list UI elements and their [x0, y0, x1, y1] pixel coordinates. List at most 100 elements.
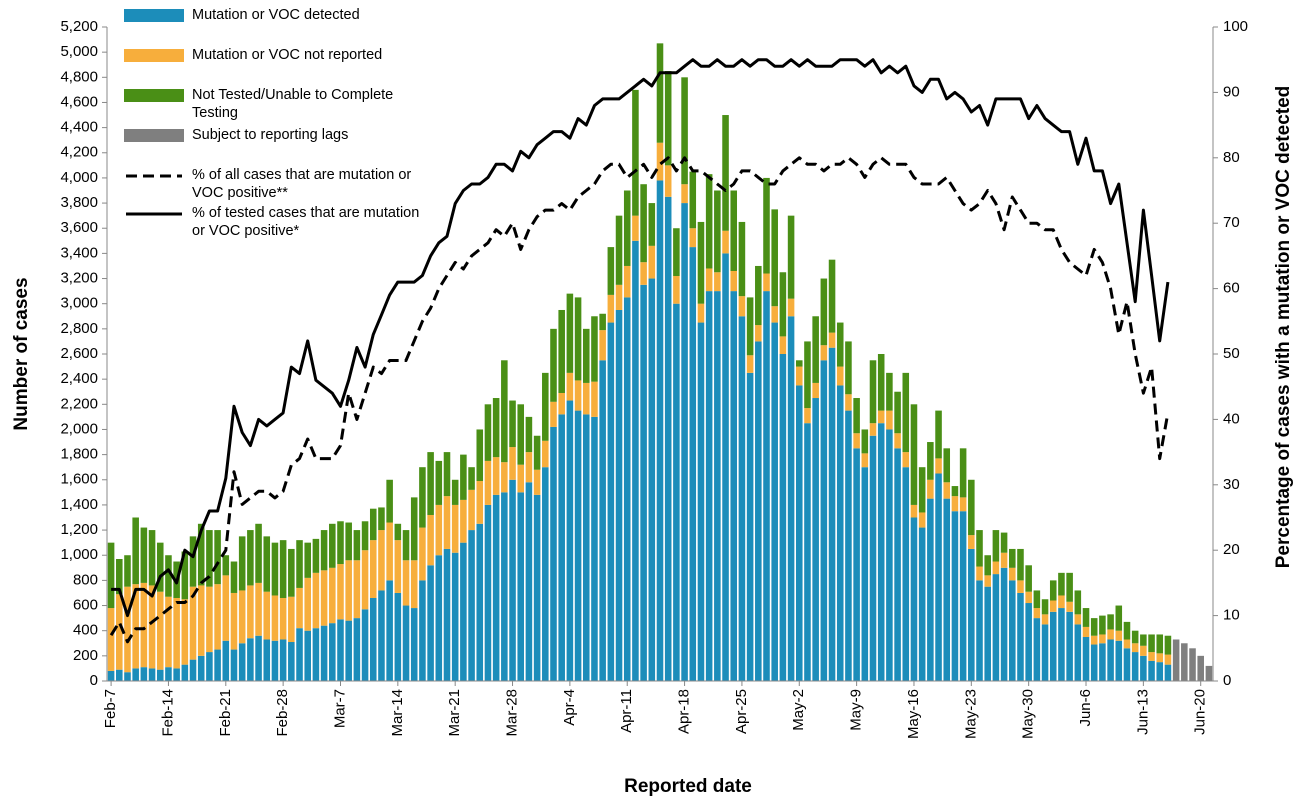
bar-segment: [181, 551, 189, 600]
bar-segment: [951, 511, 959, 681]
bar-segment: [550, 328, 557, 402]
bar-segment: [738, 221, 746, 297]
bar-segment: [968, 548, 975, 681]
bar-segment: [771, 209, 778, 307]
legend-label: % of tested cases that are mutation or V…: [192, 205, 420, 239]
bar-segment: [992, 530, 1000, 562]
bar-segment: [689, 171, 697, 229]
bar-segment: [550, 426, 557, 681]
legend-swatch: [124, 9, 184, 22]
legend-label: Mutation or VOC not reported: [192, 47, 383, 63]
bar-segment: [656, 43, 664, 143]
y-tick-label: 2,600: [60, 345, 98, 362]
bar-segment: [484, 504, 492, 681]
bar-segment: [1074, 624, 1082, 681]
bar-segment: [230, 561, 238, 593]
y2-tick-label: 10: [1223, 607, 1240, 624]
bar-segment: [1099, 634, 1106, 644]
bar-segment: [394, 540, 402, 593]
bar-segment: [877, 410, 885, 424]
bar-segment: [484, 404, 492, 461]
bar-segment: [206, 530, 213, 587]
legend-item: Not Tested/Unable to Complete Testing: [124, 86, 444, 122]
bar-segment: [1025, 591, 1032, 604]
bar-segment: [1066, 601, 1073, 612]
bar-segment: [582, 414, 590, 681]
bar-segment: [1172, 639, 1180, 681]
bar-segment: [877, 354, 885, 411]
bar-segment: [1156, 662, 1164, 681]
bar-segment: [968, 535, 975, 549]
bar-segment: [1140, 634, 1147, 646]
bar-segment: [1041, 614, 1049, 625]
bar-segment: [410, 560, 418, 609]
bar-segment: [419, 527, 426, 581]
bar-segment: [279, 639, 287, 681]
bar-segment: [189, 659, 197, 681]
bar-segment: [697, 322, 705, 681]
bar-segment: [853, 398, 860, 434]
bar-segment: [1197, 655, 1204, 681]
bar-segment: [1058, 572, 1065, 596]
bar-segment: [648, 245, 656, 279]
bar-segment: [771, 306, 778, 323]
bar-segment: [255, 635, 262, 681]
bar-segment: [279, 540, 287, 598]
y-tick-label: 800: [73, 571, 98, 588]
bar-segment: [1000, 552, 1008, 568]
x-tick-label: Apr-11: [618, 689, 635, 733]
bar-segment: [984, 586, 991, 681]
bar-segment: [730, 270, 738, 292]
bar-segment: [435, 555, 443, 681]
legend-item: Mutation or VOC detected: [124, 6, 444, 42]
bar-segment: [353, 530, 361, 561]
bar-segment: [296, 540, 303, 588]
bar-segment: [1049, 580, 1057, 601]
bar-segment: [1017, 548, 1024, 581]
bar-segment: [550, 401, 557, 427]
bar-segment: [591, 416, 598, 681]
bar-segment: [787, 298, 795, 317]
bar-segment: [1090, 644, 1098, 681]
bar-segment: [197, 585, 205, 656]
bar-segment: [148, 530, 156, 586]
bar-segment: [836, 366, 844, 386]
bar-segment: [165, 596, 172, 668]
bar-segment: [345, 620, 352, 681]
bar-segment: [337, 619, 344, 681]
bar-segment: [247, 638, 254, 681]
bar-segment: [1164, 654, 1172, 665]
bar-segment: [992, 561, 1000, 575]
bar-segment: [484, 460, 492, 505]
bar-segment: [771, 322, 778, 681]
bar-segment: [427, 514, 434, 566]
y-tick-label: 4,800: [60, 68, 98, 85]
bar-segment: [1156, 653, 1164, 663]
bar-segment: [181, 664, 189, 681]
bar-segment: [214, 530, 221, 585]
bar-segment: [132, 668, 139, 681]
bar-segment: [419, 467, 426, 528]
bar-segment: [214, 649, 221, 681]
bar-segment: [369, 540, 377, 598]
bar-segment: [722, 253, 729, 681]
bar-segment: [369, 597, 377, 681]
bar-segment: [1131, 630, 1139, 644]
bar-segment: [787, 316, 795, 681]
bar-segment: [1017, 592, 1024, 681]
y2-axis-title: Percentage of cases with a mutation or V…: [1273, 86, 1294, 569]
bar-segment: [140, 527, 148, 583]
bar-segment: [320, 530, 328, 571]
bar-segment: [755, 325, 762, 342]
bar-segment: [1140, 645, 1147, 656]
bar-segment: [599, 330, 606, 361]
y-tick-label: 400: [73, 622, 98, 639]
bar-segment: [697, 303, 705, 323]
bar-segment: [1066, 611, 1073, 681]
bar-segment: [533, 469, 541, 495]
legend-label: Not Tested/Unable to Complete Testing: [192, 87, 394, 121]
bar-segment: [615, 215, 623, 285]
bar-segment: [361, 550, 369, 610]
bar-segment: [107, 608, 115, 671]
